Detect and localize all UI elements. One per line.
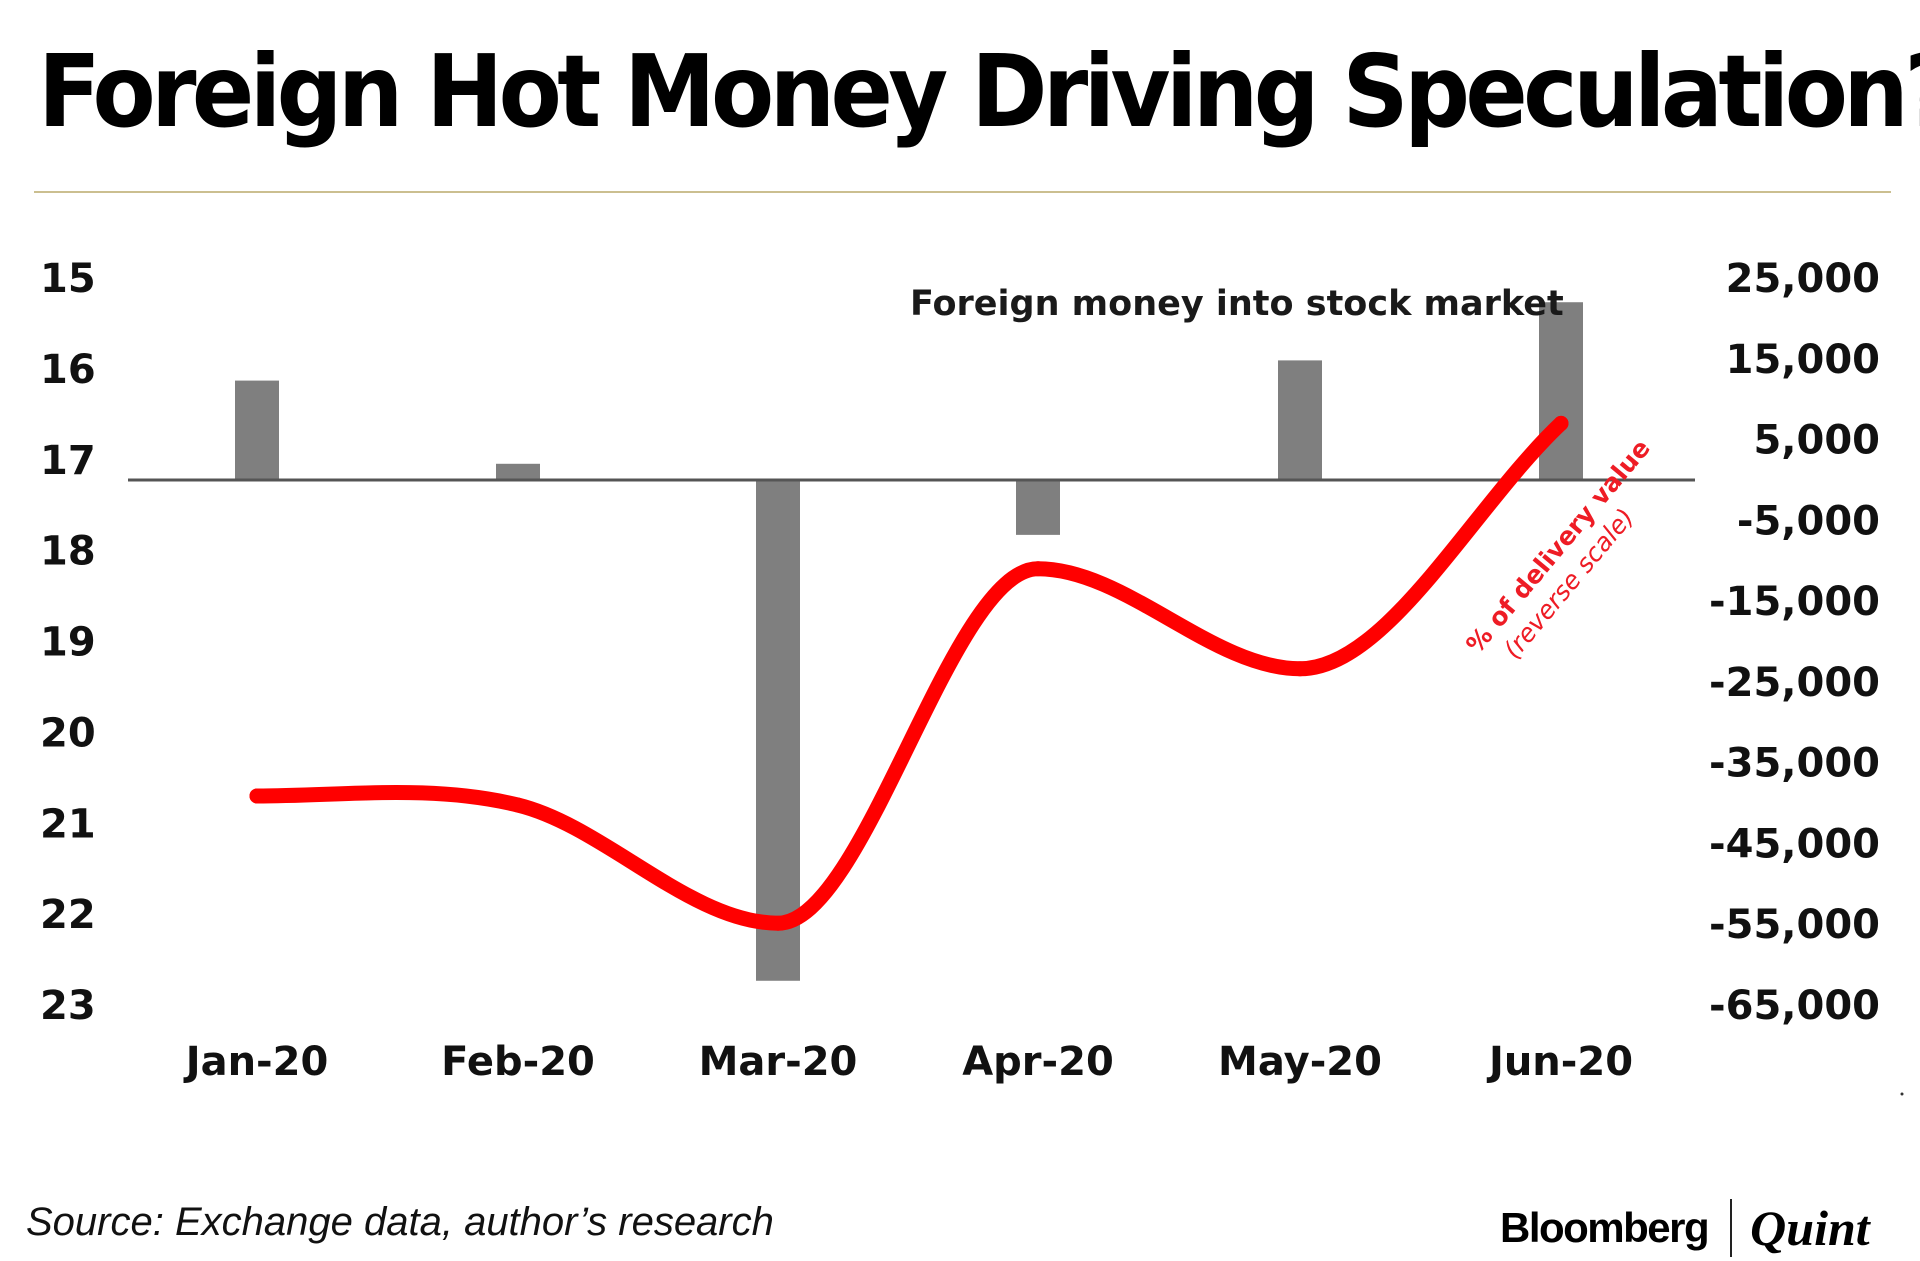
delivery-value-line <box>249 415 1569 931</box>
line-points <box>249 415 1569 931</box>
right-tick-label: -5,000 <box>1737 498 1880 544</box>
left-tick-label: 15 <box>40 256 96 302</box>
right-tick-label: -35,000 <box>1709 741 1880 787</box>
bar-jun-20 <box>1539 302 1583 480</box>
left-axis: 15 16 17 18 19 20 21 22 23 <box>40 256 96 1029</box>
bars-layer <box>235 302 1583 981</box>
line-point-apr-20 <box>1030 561 1046 577</box>
publisher-logo: Bloomberg Quint <box>1500 1198 1870 1258</box>
bar-mar-20 <box>756 479 800 981</box>
category-label: Mar-20 <box>699 1039 858 1085</box>
right-tick-label: 5,000 <box>1753 418 1880 464</box>
right-tick-label: -55,000 <box>1709 902 1880 948</box>
category-label: Jun-20 <box>1486 1039 1633 1085</box>
line-point-may-20 <box>1292 661 1308 677</box>
logo-quint: Quint <box>1750 1200 1870 1256</box>
bar-series-label: Foreign money into stock market <box>910 284 1564 324</box>
source-note: Source: Exchange data, author’s research <box>26 1200 774 1244</box>
left-tick-label: 18 <box>40 529 96 575</box>
right-tick-label: 15,000 <box>1726 337 1880 383</box>
right-tick-label: -45,000 <box>1709 821 1880 867</box>
line-point-feb-20 <box>510 797 526 813</box>
bar-may-20 <box>1278 360 1322 480</box>
bar-apr-20 <box>1016 479 1060 535</box>
logo-divider <box>1730 1199 1733 1257</box>
right-tick-label: 25,000 <box>1726 256 1880 302</box>
left-tick-label: 17 <box>40 438 96 484</box>
left-tick-label: 16 <box>40 347 96 393</box>
right-tick-label: -25,000 <box>1709 660 1880 706</box>
category-label: May-20 <box>1218 1039 1382 1085</box>
right-tick-label: -65,000 <box>1709 983 1880 1029</box>
left-tick-label: 20 <box>40 710 96 756</box>
logo-bloomberg: Bloomberg <box>1500 1204 1710 1251</box>
chart-corner-dot <box>1900 1092 1904 1096</box>
left-tick-label: 21 <box>40 801 96 847</box>
line-point-mar-20 <box>770 915 786 931</box>
category-label: Apr-20 <box>962 1039 1114 1085</box>
line-point-jun-20 <box>1553 415 1569 431</box>
chart-title: Foreign Hot Money Driving Speculation? <box>38 33 1920 150</box>
right-axis: 25,000 15,000 5,000 -5,000 -15,000 -25,000 -35… <box>1709 256 1880 1029</box>
category-label: Jan-20 <box>183 1039 329 1085</box>
bar-feb-20 <box>496 463 540 480</box>
title-divider <box>34 191 1891 193</box>
left-tick-label: 23 <box>40 983 96 1029</box>
bar-jan-20 <box>235 380 279 480</box>
category-label: Feb-20 <box>441 1039 595 1085</box>
x-axis: Jan-20 Feb-20 Mar-20 Apr-20 May-20 Jun-20 <box>183 1039 1633 1085</box>
line-point-jan-20 <box>249 788 265 804</box>
left-tick-label: 19 <box>40 620 96 666</box>
left-tick-label: 22 <box>40 892 96 938</box>
right-tick-label: -15,000 <box>1709 579 1880 625</box>
